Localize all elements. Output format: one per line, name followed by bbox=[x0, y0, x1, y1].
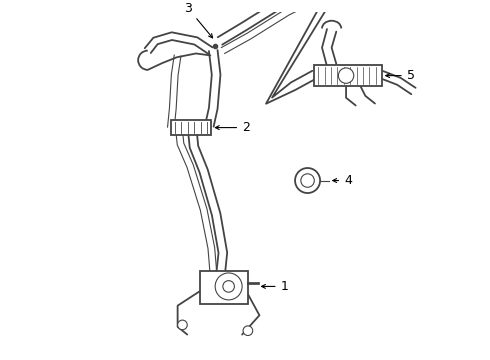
Circle shape bbox=[177, 320, 187, 330]
Text: 3: 3 bbox=[184, 2, 213, 38]
Circle shape bbox=[295, 168, 320, 193]
Bar bbox=[171, 120, 211, 135]
Text: 2: 2 bbox=[215, 121, 250, 134]
Circle shape bbox=[223, 281, 234, 292]
Text: 4: 4 bbox=[333, 174, 352, 187]
Text: 5: 5 bbox=[386, 69, 415, 82]
Bar bbox=[200, 271, 248, 304]
Circle shape bbox=[243, 326, 253, 336]
Circle shape bbox=[301, 174, 314, 187]
Bar bbox=[314, 65, 382, 86]
Circle shape bbox=[215, 273, 242, 300]
Text: 1: 1 bbox=[262, 280, 289, 293]
Circle shape bbox=[339, 68, 354, 83]
